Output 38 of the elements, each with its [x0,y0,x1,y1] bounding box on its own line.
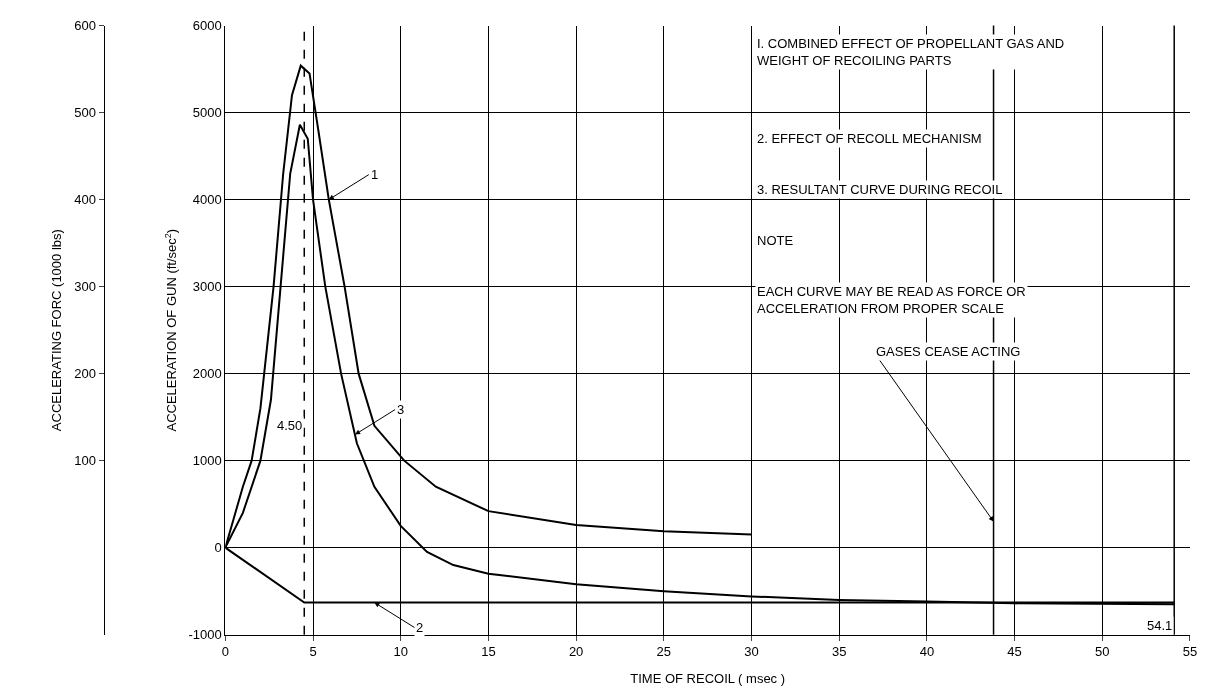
y-tick-label: 6000 [192,18,222,34]
x-tick-label: 25 [656,644,672,660]
y-tick-label: 5000 [192,105,222,121]
y-tick-label: 4000 [192,192,222,208]
annotation: I. COMBINED EFFECT OF PROPELLANT GAS AND WEIGHT OF RECOILING PARTS [757,36,1065,68]
annotation: NOTE [757,233,794,248]
annotation: 1 [371,167,379,182]
x-tick-label: 50 [1095,644,1110,660]
x-tick-label: 55 [1182,644,1198,660]
y2-tick-label: 500 [74,105,96,121]
x-tick-label: 35 [831,644,847,660]
annotation: 2. EFFECT OF RECOLL MECHANISM [757,131,982,146]
x-tick-label: 30 [744,644,759,660]
y-tick-label: 1000 [192,453,222,469]
y2-tick-label: 100 [74,453,96,469]
annotation: EACH CURVE MAY BE READ AS FORCE OR ACCELERATION FROM PROPER SCALE [757,284,1026,316]
annotation: GASES CEASE ACTING [876,344,1021,359]
x-tick-label: 45 [1007,644,1022,660]
x-tick-label: 5 [309,644,317,660]
x-tick-label: 15 [481,644,496,660]
y-tick-label: 0 [214,540,222,556]
y-tick-label: -1000 [188,627,222,643]
y2-axis-title: ACCELERATING FORC (1000 lbs) [49,229,65,432]
y-tick-label: 3000 [192,279,222,295]
y-tick-label: 2000 [192,366,222,382]
y2-tick-label: 600 [74,18,96,34]
x-tick-label: 20 [568,644,584,660]
annotation: 2 [416,620,424,635]
ref-line-label: 4.50 [277,418,303,433]
y2-tick-label: 200 [74,366,96,382]
y2-tick-label: 400 [74,192,96,208]
annotation: 3 [397,402,405,417]
ref-line-label: 54.1 [1147,618,1173,633]
y2-tick-label: 300 [74,279,96,295]
x-tick-label: 10 [393,644,408,660]
x-tick-label: 40 [919,644,935,660]
x-axis-title: TIME OF RECOIL ( msec ) [630,670,786,686]
annotation: 3. RESULTANT CURVE DURING RECOIL [757,182,1003,197]
